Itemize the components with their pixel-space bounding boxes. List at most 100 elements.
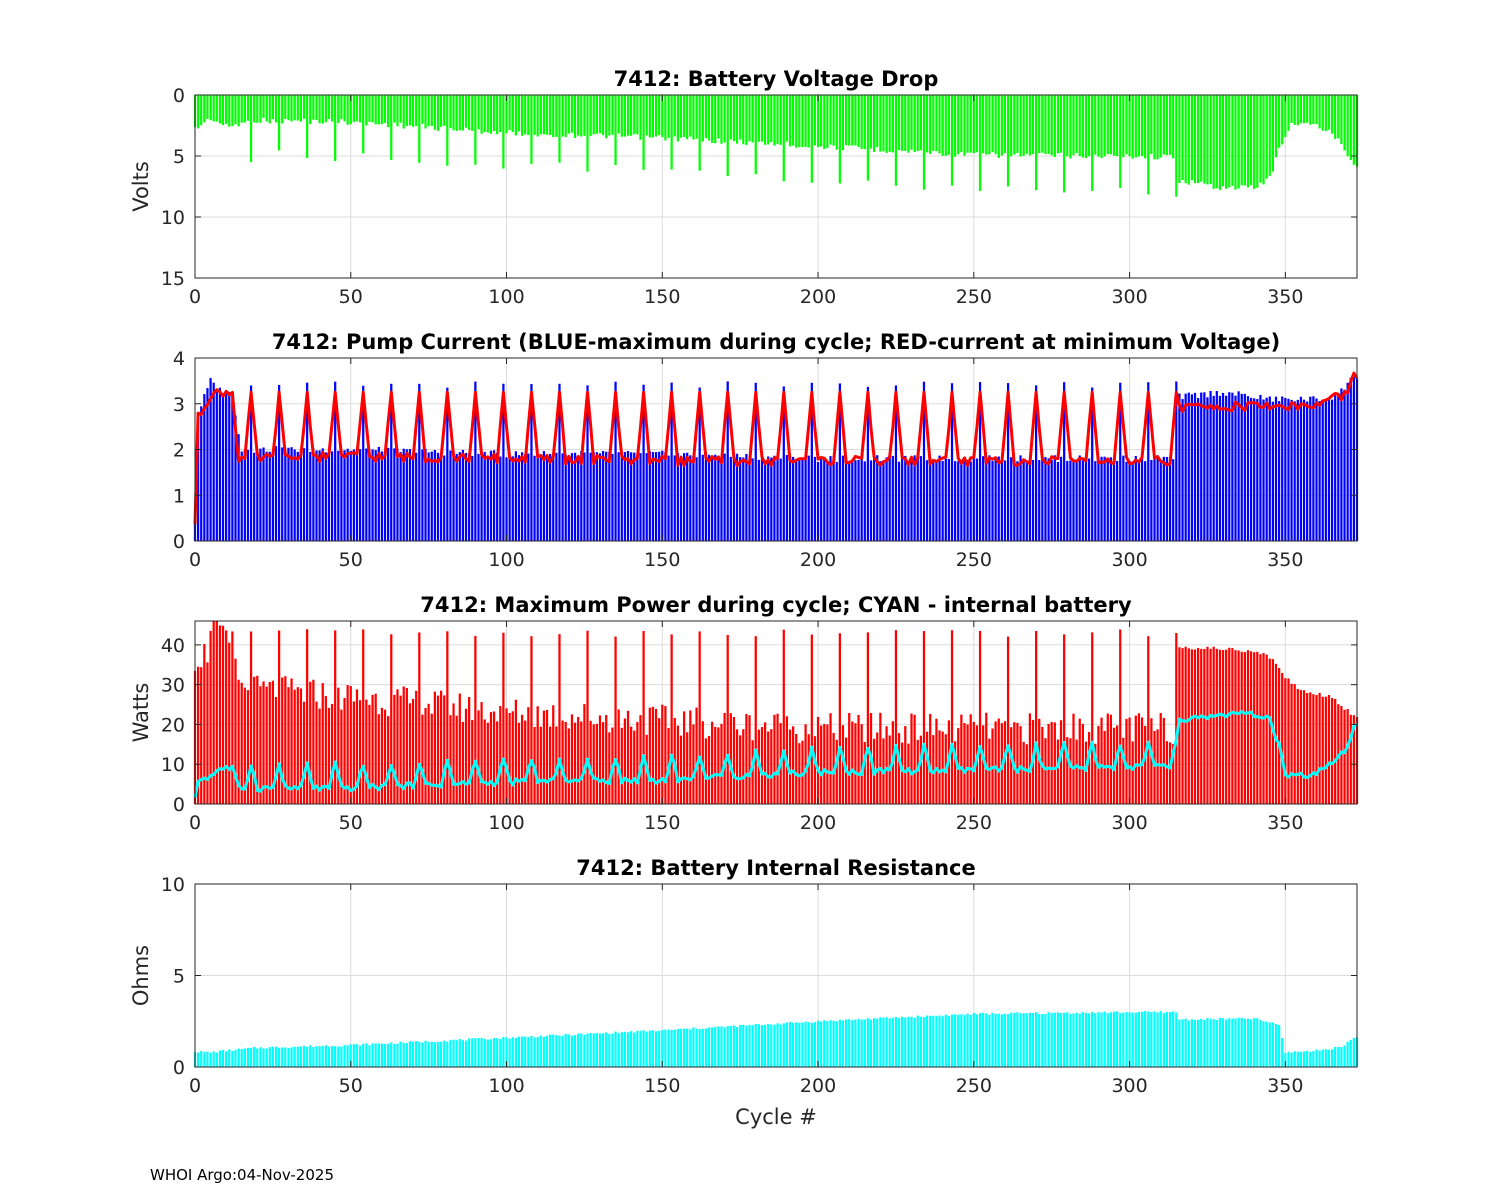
bar (1243, 1018, 1246, 1067)
bar (433, 1042, 436, 1067)
bar (458, 452, 461, 541)
bar (1137, 1011, 1141, 1067)
bar (1215, 1019, 1218, 1067)
bar (729, 456, 732, 541)
y-tick-label: 10 (161, 754, 185, 776)
bar (387, 95, 390, 128)
bar (841, 455, 845, 541)
bar (393, 1043, 396, 1067)
bar (471, 1038, 474, 1067)
bar (527, 707, 530, 804)
bar (446, 631, 449, 804)
bar (337, 1046, 340, 1067)
bar (648, 95, 651, 138)
bar (642, 95, 645, 170)
bar (682, 1028, 686, 1067)
bar (1346, 95, 1349, 157)
bar (1243, 393, 1246, 541)
bar (608, 732, 611, 804)
bar (798, 1022, 801, 1067)
bar (287, 95, 290, 121)
bar (327, 707, 331, 804)
bar (343, 95, 346, 122)
bar (277, 95, 281, 151)
bar (1193, 392, 1197, 541)
bar (944, 1014, 947, 1067)
bar (271, 95, 275, 120)
bar (823, 1020, 826, 1067)
bar (464, 95, 468, 128)
bar (648, 451, 651, 541)
bar (1221, 392, 1225, 541)
bar (795, 1022, 798, 1067)
bar (340, 450, 343, 541)
bar (1106, 1013, 1109, 1067)
bar (1337, 95, 1340, 139)
bar (505, 708, 508, 804)
bar (1181, 399, 1184, 541)
bar (1125, 1011, 1128, 1067)
bar (393, 448, 396, 541)
bar (1084, 741, 1088, 804)
bar (589, 720, 592, 804)
bar (851, 1020, 854, 1067)
bar (474, 381, 477, 541)
y-tick-label: 0 (173, 1057, 185, 1079)
bar (396, 448, 399, 541)
bar (443, 695, 446, 804)
bar (1063, 382, 1066, 541)
bar (935, 461, 938, 541)
bar (963, 95, 966, 156)
x-tick-label: 50 (339, 812, 363, 834)
bar (873, 457, 876, 541)
bar (1218, 95, 1222, 191)
bar (427, 1041, 430, 1067)
bar (349, 95, 352, 125)
bar (904, 455, 907, 541)
bar (343, 1045, 346, 1067)
bar (1256, 95, 1259, 188)
bar (742, 729, 745, 804)
bar (1019, 1013, 1022, 1067)
bar (1016, 1012, 1019, 1067)
bar (988, 455, 991, 541)
x-tick-label: 50 (339, 1075, 363, 1097)
bar (567, 455, 570, 541)
bar (573, 1035, 577, 1067)
bar (1181, 648, 1184, 804)
bar (869, 460, 873, 541)
bar (517, 722, 521, 804)
bar (1038, 459, 1041, 541)
bar (225, 1051, 228, 1067)
bar (1221, 95, 1225, 187)
bar (583, 1034, 586, 1067)
bar (1181, 1019, 1184, 1067)
x-tick-label: 300 (1111, 286, 1147, 308)
bar (907, 95, 910, 153)
bar (306, 1046, 309, 1067)
bar (894, 95, 898, 186)
bar (651, 1030, 655, 1067)
bar (994, 1013, 997, 1067)
bar (380, 451, 384, 541)
bar (1253, 398, 1256, 541)
bar (869, 1019, 873, 1067)
bar (477, 95, 480, 130)
bar (1147, 382, 1150, 541)
bar (810, 382, 813, 541)
bar (555, 726, 558, 804)
bar (411, 95, 415, 127)
bar (720, 1026, 723, 1067)
bar (1168, 95, 1172, 155)
bar (929, 713, 932, 804)
bar (1231, 392, 1234, 541)
y-tick-label: 0 (173, 794, 185, 816)
bar (271, 1046, 275, 1067)
y-tick-label: 0 (173, 531, 185, 553)
bar (835, 739, 838, 804)
bar (212, 95, 215, 122)
bar (739, 95, 742, 140)
bar (1084, 1012, 1088, 1067)
bar (1290, 399, 1293, 541)
bar (1349, 377, 1352, 541)
